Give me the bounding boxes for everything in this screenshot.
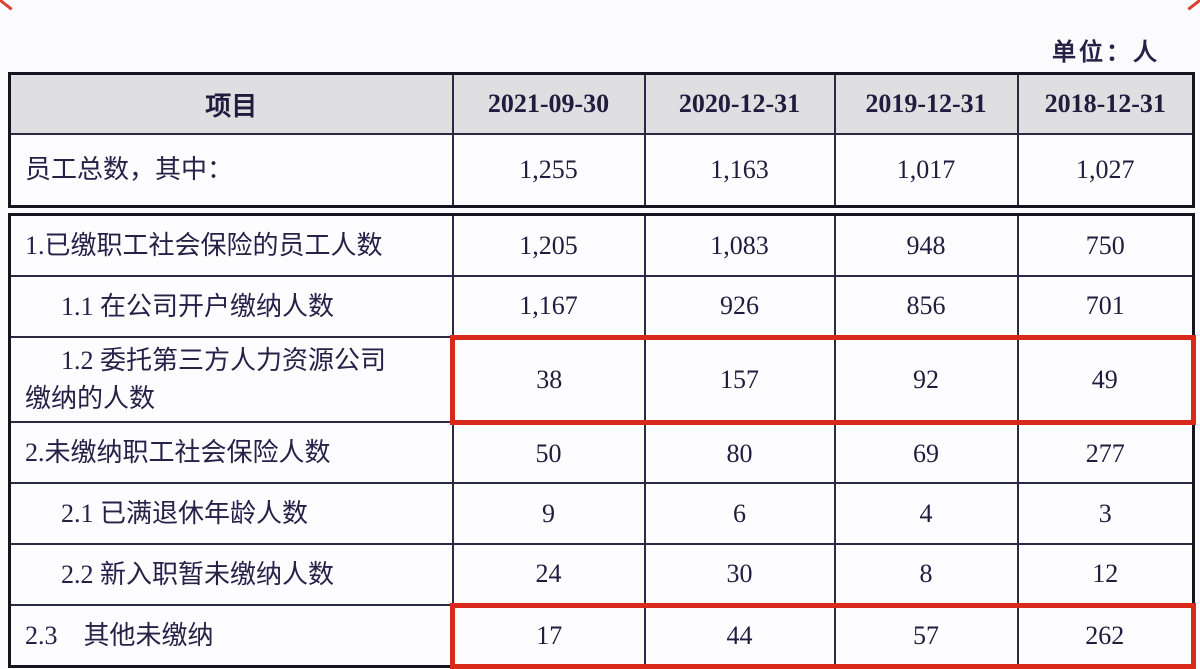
cell-value: 24 xyxy=(451,543,646,607)
column-header-2021-09-30: 2021-09-30 xyxy=(451,72,646,135)
cell-value: 30 xyxy=(643,543,836,607)
cell-value: 9 xyxy=(451,482,646,546)
cell-value: 80 xyxy=(643,421,836,485)
row-label: 2.3 其他未缴纳 xyxy=(8,604,454,668)
cell-value: 12 xyxy=(1016,543,1195,607)
row-label: 2.1 已满退休年龄人数 xyxy=(8,482,454,546)
unit-label: 单位：人 xyxy=(1052,40,1160,66)
detail-table: 1.已缴职工社会保险的员工人数 1,205 1,083 948 750 1.1 … xyxy=(8,213,1196,669)
red-corner-mark-right xyxy=(1187,0,1200,11)
table-row: 2.未缴纳职工社会保险人数 50 80 69 277 xyxy=(8,421,1195,485)
cell-value: 57 xyxy=(833,602,1019,669)
cell-value: 8 xyxy=(833,543,1019,607)
cell-value: 49 xyxy=(1016,334,1196,425)
cell-value: 44 xyxy=(643,602,836,669)
summary-table: 项目 2021-09-30 2020-12-31 2019-12-31 2018… xyxy=(8,72,1195,208)
red-corner-mark-left xyxy=(0,0,13,11)
column-header-2020-12-31: 2020-12-31 xyxy=(643,72,836,135)
cell-value: 50 xyxy=(451,421,646,485)
cell-value: 277 xyxy=(1016,421,1195,485)
table-row: 2.1 已满退休年龄人数 9 6 4 3 xyxy=(8,482,1195,546)
column-header-2019-12-31: 2019-12-31 xyxy=(833,72,1019,135)
cell-value: 948 xyxy=(833,213,1019,277)
row-label: 2.2 新入职暂未缴纳人数 xyxy=(8,543,454,607)
cell-value: 38 xyxy=(450,334,646,425)
cell-value: 6 xyxy=(643,482,836,546)
cell-value: 157 xyxy=(643,334,836,425)
row-label: 1.2 委托第三方人力资源公司 缴纳的人数 xyxy=(8,335,454,424)
column-header-item: 项目 xyxy=(8,72,454,135)
cell-value: 4 xyxy=(833,482,1019,546)
table-row-total: 员工总数，其中： 1,255 1,163 1,017 1,027 xyxy=(8,133,1195,208)
cell-value: 856 xyxy=(833,275,1019,338)
cell-value: 1,083 xyxy=(643,213,836,277)
cell-value: 1,167 xyxy=(451,275,646,338)
table-row: 1.1 在公司开户缴纳人数 1,167 926 856 701 xyxy=(8,275,1195,338)
cell-value: 262 xyxy=(1016,602,1196,669)
cell-value: 750 xyxy=(1016,213,1195,277)
table-row: 1.2 委托第三方人力资源公司 缴纳的人数 38 157 92 49 xyxy=(8,334,1196,425)
cell-value: 1,017 xyxy=(833,133,1019,208)
row-label: 2.未缴纳职工社会保险人数 xyxy=(8,421,454,485)
cell-value: 1,255 xyxy=(451,133,646,208)
cell-value: 3 xyxy=(1016,482,1195,546)
cell-value: 69 xyxy=(833,421,1019,485)
header-row: 项目 2021-09-30 2020-12-31 2019-12-31 2018… xyxy=(8,72,1195,135)
table-row: 2.2 新入职暂未缴纳人数 24 30 8 12 xyxy=(8,543,1195,607)
table-row: 1.已缴职工社会保险的员工人数 1,205 1,083 948 750 xyxy=(8,213,1195,277)
cell-value: 17 xyxy=(450,602,646,669)
table-row: 2.3 其他未缴纳 17 44 57 262 xyxy=(8,602,1196,669)
cell-value: 1,027 xyxy=(1016,133,1195,208)
row-label: 1.已缴职工社会保险的员工人数 xyxy=(8,213,454,277)
cell-value: 92 xyxy=(833,334,1019,425)
cell-value: 1,163 xyxy=(643,133,836,208)
cell-value: 926 xyxy=(643,275,836,338)
row-label: 员工总数，其中： xyxy=(8,133,454,208)
row-label: 1.1 在公司开户缴纳人数 xyxy=(8,275,454,338)
cell-value: 1,205 xyxy=(451,213,646,277)
cell-value: 701 xyxy=(1016,275,1195,338)
column-header-2018-12-31: 2018-12-31 xyxy=(1016,72,1195,135)
